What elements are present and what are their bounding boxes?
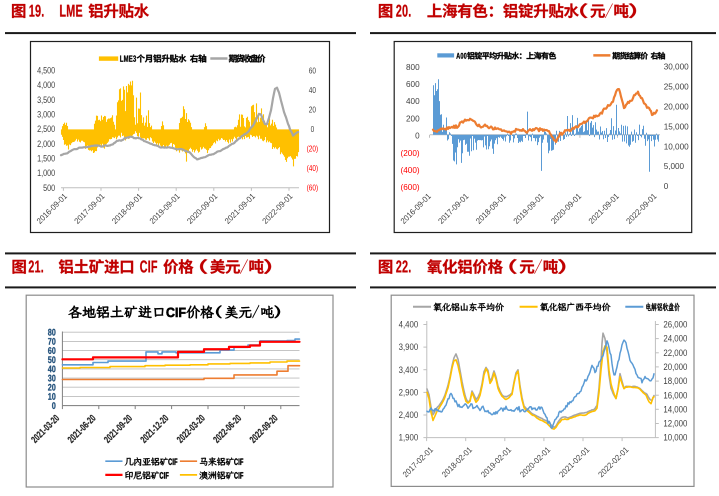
svg-text:1,000: 1,000 — [37, 168, 55, 178]
svg-text:20,000: 20,000 — [663, 362, 687, 372]
svg-text:40: 40 — [309, 85, 316, 95]
svg-text:10,000: 10,000 — [663, 433, 687, 443]
svg-text:16,000: 16,000 — [663, 390, 687, 400]
svg-text:2,000: 2,000 — [37, 139, 55, 149]
svg-text:1,500: 1,500 — [37, 154, 55, 164]
svg-text:1,900: 1,900 — [399, 433, 419, 443]
svg-text:3,500: 3,500 — [37, 95, 55, 105]
svg-text:200: 200 — [406, 113, 420, 123]
svg-text:(200): (200) — [401, 148, 420, 158]
svg-text:22,000: 22,000 — [663, 348, 687, 358]
svg-text:26,000: 26,000 — [663, 320, 687, 330]
svg-text:(60): (60) — [307, 183, 319, 193]
svg-text:20: 20 — [309, 104, 316, 114]
svg-text:24,000: 24,000 — [663, 334, 687, 344]
svg-text:12,000: 12,000 — [663, 419, 687, 429]
svg-text:2,400: 2,400 — [399, 410, 419, 420]
svg-text:0: 0 — [415, 131, 420, 141]
svg-text:4,400: 4,400 — [399, 320, 419, 330]
svg-text:500: 500 — [43, 183, 55, 193]
svg-text:10,000: 10,000 — [664, 141, 689, 151]
svg-text:800: 800 — [406, 62, 420, 72]
svg-text:3,000: 3,000 — [37, 110, 55, 120]
svg-text:4,000: 4,000 — [37, 80, 55, 90]
svg-text:30,000: 30,000 — [664, 62, 689, 72]
svg-text:(400): (400) — [401, 165, 420, 175]
svg-text:5,000: 5,000 — [664, 161, 685, 171]
svg-text:14,000: 14,000 — [663, 404, 687, 414]
svg-text:15,000: 15,000 — [664, 121, 689, 131]
svg-text:0: 0 — [664, 181, 669, 191]
svg-text:0: 0 — [311, 124, 315, 134]
svg-text:2,900: 2,900 — [399, 388, 419, 398]
svg-text:60: 60 — [309, 65, 316, 75]
svg-text:20,000: 20,000 — [664, 102, 689, 112]
svg-text:3,400: 3,400 — [399, 365, 419, 375]
svg-text:4,500: 4,500 — [37, 66, 55, 76]
svg-text:600: 600 — [406, 79, 420, 89]
svg-text:2,500: 2,500 — [37, 124, 55, 134]
svg-text:18,000: 18,000 — [663, 376, 687, 386]
svg-text:(600): (600) — [401, 182, 420, 192]
svg-text:(40): (40) — [307, 163, 319, 173]
svg-text:3,900: 3,900 — [399, 342, 419, 352]
svg-text:400: 400 — [406, 96, 420, 106]
svg-text:(20): (20) — [307, 144, 319, 154]
svg-text:25,000: 25,000 — [664, 82, 689, 92]
